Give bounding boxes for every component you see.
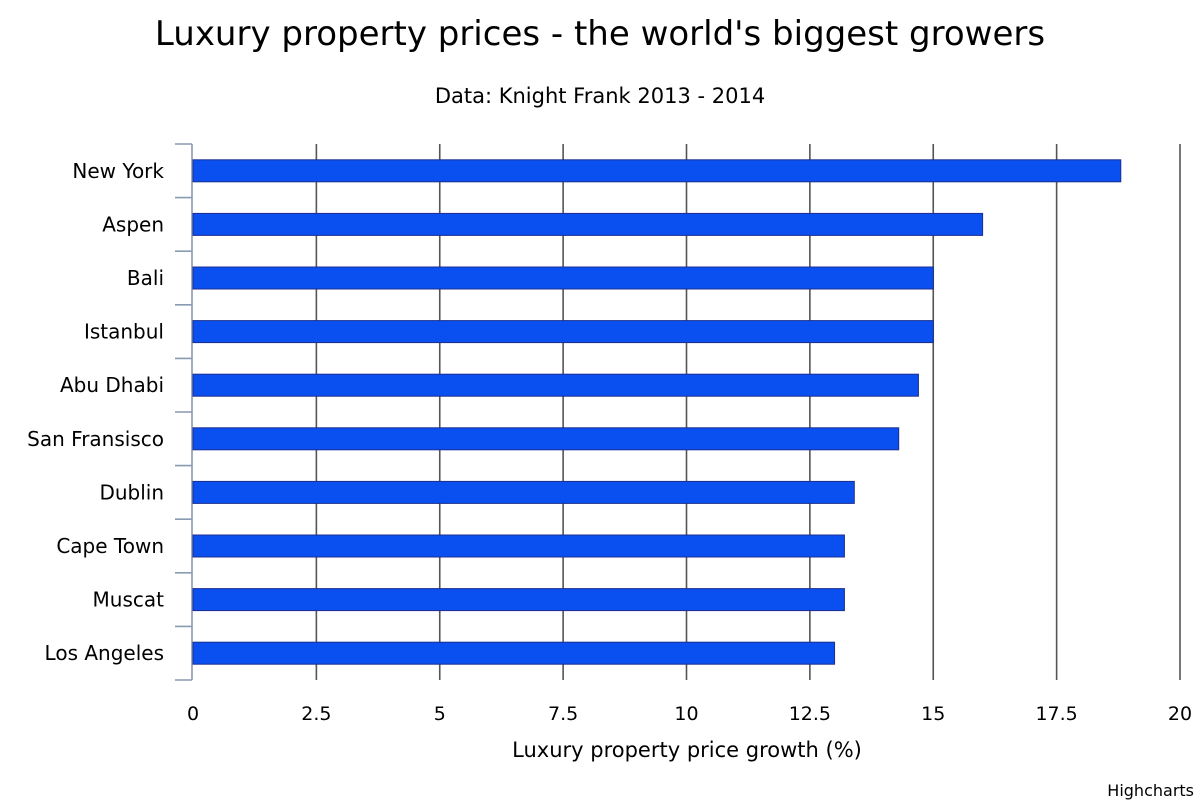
category-label: San Fransisco	[27, 427, 164, 451]
category-label: New York	[72, 159, 164, 183]
value-tick-label: 7.5	[548, 703, 578, 725]
bar[interactable]	[192, 373, 919, 397]
value-tick-label: 5	[434, 703, 446, 725]
bar[interactable]	[192, 159, 1122, 183]
value-tick-label: 0	[187, 703, 199, 725]
bar[interactable]	[192, 266, 934, 290]
category-label: Istanbul	[84, 320, 164, 344]
value-tick-label: 20	[1168, 703, 1192, 725]
bar[interactable]	[192, 534, 845, 558]
value-tick-label: 15	[921, 703, 945, 725]
bar[interactable]	[192, 212, 984, 236]
bar[interactable]	[192, 588, 845, 612]
bar[interactable]	[192, 427, 900, 451]
credit-link[interactable]: Highcharts	[1107, 781, 1194, 800]
category-label: Abu Dhabi	[60, 373, 164, 397]
category-labels: New York Aspen Bali Istanbul Abu Dhabi San Fr…	[27, 159, 164, 665]
value-axis-title: Luxury property price growth (%)	[512, 738, 862, 762]
bar[interactable]	[192, 320, 934, 344]
chart-subtitle: Data: Knight Frank 2013 - 2014	[434, 84, 766, 108]
category-label: Muscat	[93, 588, 165, 612]
value-tick-label: 12.5	[789, 703, 831, 725]
category-label: Los Angeles	[45, 641, 164, 665]
category-label: Dublin	[99, 480, 164, 504]
bar-layer	[192, 159, 1122, 665]
value-tick-label: 10	[674, 703, 698, 725]
category-label: Bali	[127, 266, 164, 290]
bar[interactable]	[192, 480, 855, 504]
chart-title: Luxury property prices - the world's big…	[154, 14, 1046, 54]
value-tick-label: 2.5	[301, 703, 331, 725]
category-axis	[175, 143, 193, 681]
value-tick-label: 17.5	[1035, 703, 1077, 725]
value-axis-labels: 0 2.5 5 7.5 10 12.5 15 17.5 20	[187, 703, 1192, 725]
bar[interactable]	[192, 641, 836, 665]
category-label: Cape Town	[56, 534, 164, 558]
category-label: Aspen	[102, 212, 164, 236]
